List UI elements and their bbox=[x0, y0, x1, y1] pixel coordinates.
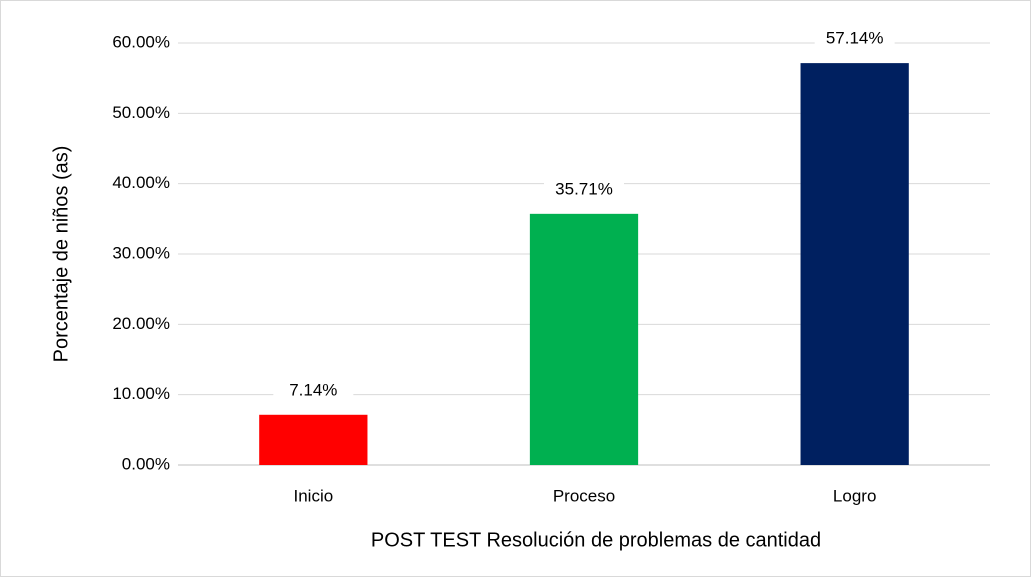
data-label-background bbox=[273, 378, 354, 403]
data-label: 35.71% bbox=[555, 179, 613, 198]
bar bbox=[800, 63, 909, 466]
y-tick-label: 0.00% bbox=[122, 454, 170, 473]
data-label: 57.14% bbox=[826, 29, 884, 48]
data-label-background bbox=[814, 27, 895, 52]
x-axis-title: POST TEST Resolución de problemas de can… bbox=[371, 529, 821, 551]
y-tick-label: 20.00% bbox=[112, 314, 170, 333]
data-label: 7.14% bbox=[289, 380, 337, 399]
bar bbox=[259, 414, 368, 465]
y-tick-label: 50.00% bbox=[112, 103, 170, 122]
bar bbox=[529, 213, 639, 465]
data-label-background bbox=[544, 177, 624, 202]
y-tick-label: 60.00% bbox=[112, 32, 170, 51]
y-tick-label: 40.00% bbox=[112, 173, 170, 192]
x-tick-label: Inicio bbox=[293, 486, 333, 505]
y-tick-label: 30.00% bbox=[112, 243, 170, 262]
x-tick-label: Logro bbox=[833, 486, 876, 505]
x-tick-label: Proceso bbox=[553, 486, 615, 505]
y-axis-title: Porcentaje de niños (as) bbox=[50, 146, 72, 363]
y-tick-label: 10.00% bbox=[112, 384, 170, 403]
